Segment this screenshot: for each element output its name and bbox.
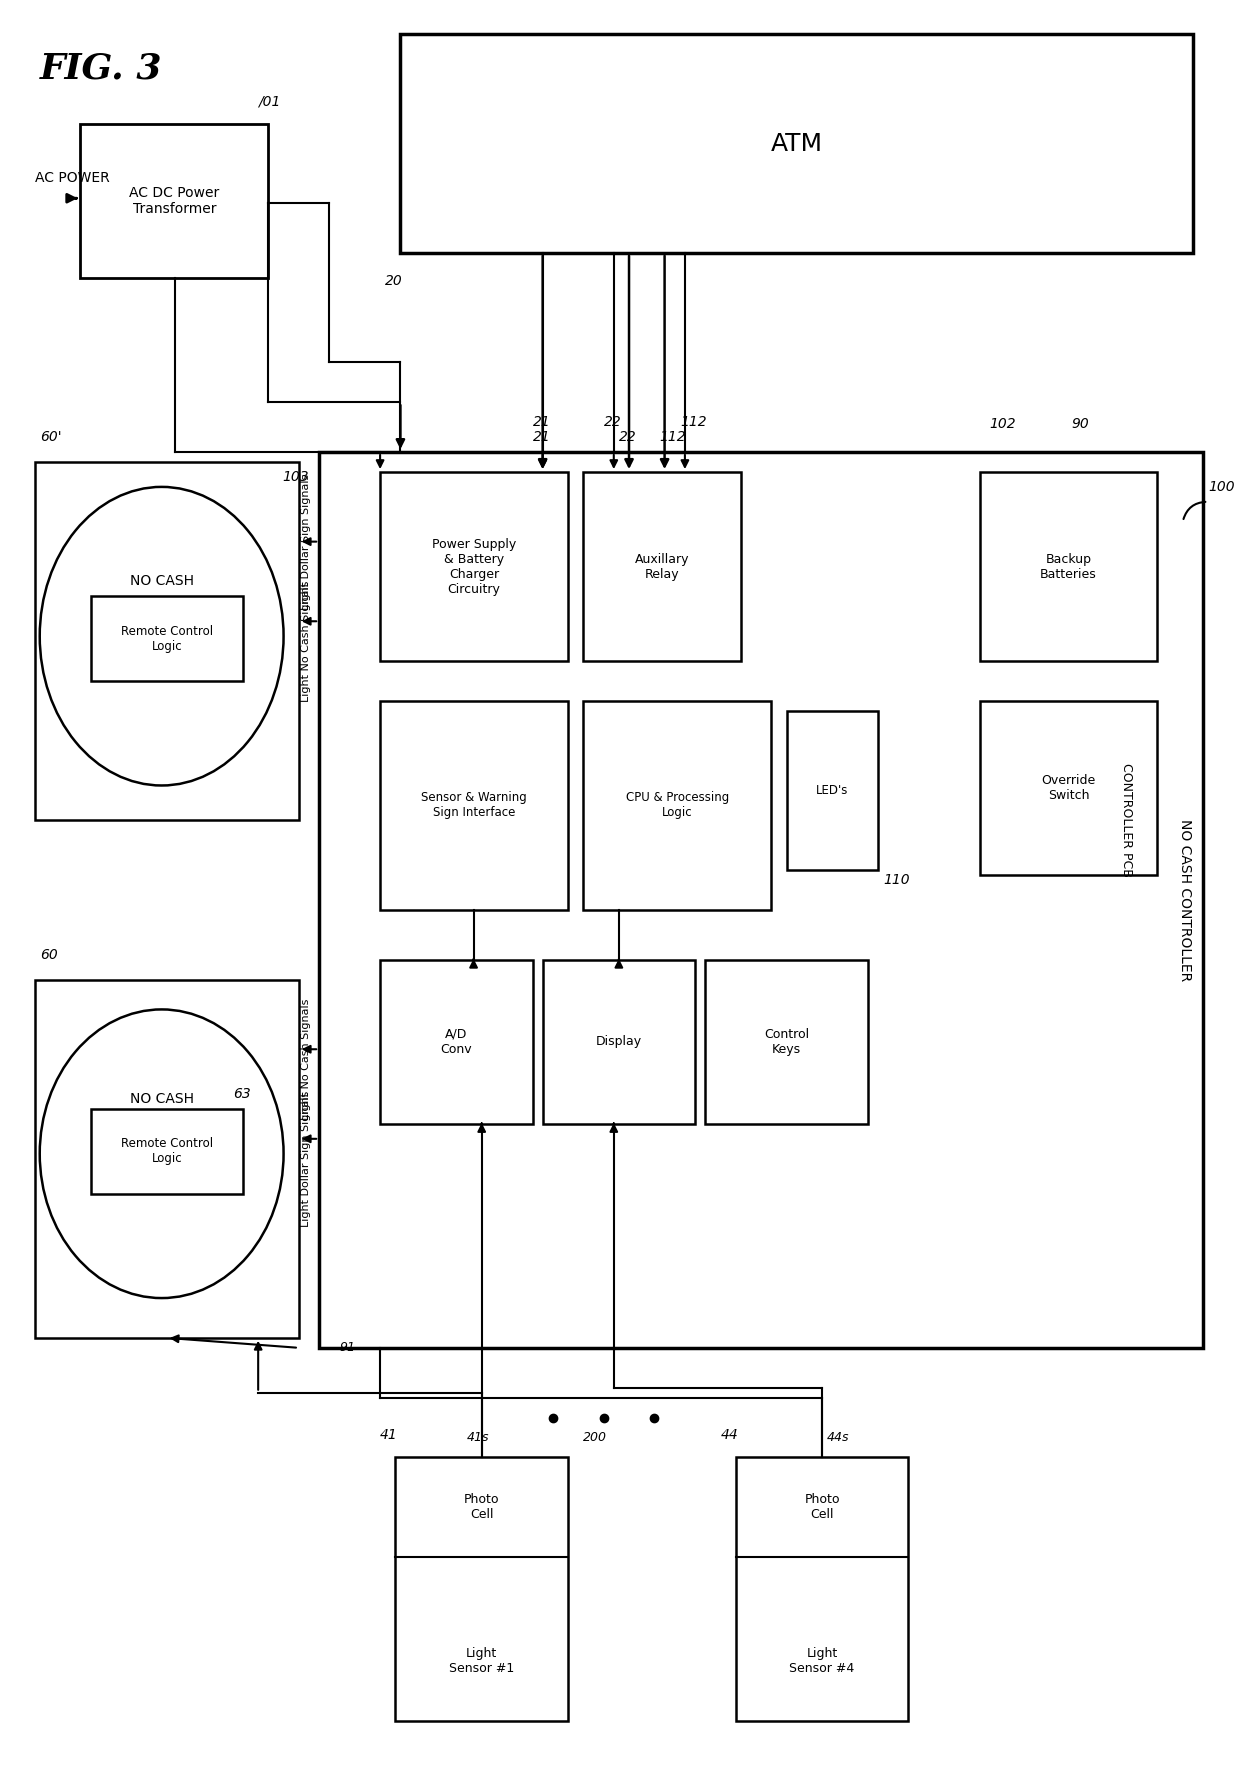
Text: 103: 103 <box>283 471 309 483</box>
Text: 44: 44 <box>720 1428 738 1442</box>
Text: Light Dollar Sign Signals: Light Dollar Sign Signals <box>301 474 311 609</box>
Text: 22: 22 <box>604 416 621 430</box>
Bar <box>91 1108 243 1193</box>
Text: 110: 110 <box>883 874 910 886</box>
Text: /01: /01 <box>258 94 280 108</box>
Text: NO CASH CONTROLLER: NO CASH CONTROLLER <box>1178 819 1192 980</box>
Text: CPU & Processing
Logic: CPU & Processing Logic <box>626 792 729 819</box>
Text: AC POWER: AC POWER <box>35 170 109 185</box>
Text: Remote Control
Logic: Remote Control Logic <box>120 625 213 652</box>
Bar <box>381 959 532 1124</box>
Bar <box>543 959 696 1124</box>
Text: Remote Control
Logic: Remote Control Logic <box>120 1137 213 1165</box>
Bar <box>401 34 1193 252</box>
Bar <box>980 472 1157 661</box>
Text: 112: 112 <box>660 430 686 444</box>
Text: Override
Switch: Override Switch <box>1042 774 1096 803</box>
Bar <box>706 959 868 1124</box>
Bar <box>35 980 299 1337</box>
Bar <box>381 702 568 909</box>
Ellipse shape <box>40 1009 284 1298</box>
Bar <box>35 462 299 821</box>
Text: Photo
Cell: Photo Cell <box>464 1494 500 1520</box>
Text: 60: 60 <box>40 948 57 961</box>
Text: Photo
Cell: Photo Cell <box>805 1494 839 1520</box>
Bar <box>786 710 878 870</box>
Bar <box>980 702 1157 876</box>
Bar <box>381 472 568 661</box>
Text: 112: 112 <box>680 416 707 430</box>
Text: 60': 60' <box>40 430 61 444</box>
Text: 63: 63 <box>233 1087 250 1101</box>
Text: NO CASH: NO CASH <box>130 574 193 588</box>
Text: 200: 200 <box>583 1431 608 1444</box>
Bar <box>396 1458 568 1721</box>
Text: Power Supply
& Battery
Charger
Circuitry: Power Supply & Battery Charger Circuitry <box>432 538 516 595</box>
Text: NO CASH: NO CASH <box>130 1092 193 1106</box>
Text: WARNING SIGN: WARNING SIGN <box>109 1117 215 1131</box>
Text: Auxillary
Relay: Auxillary Relay <box>635 552 689 581</box>
Text: 90: 90 <box>1071 417 1089 432</box>
Bar <box>91 597 243 680</box>
Text: 20: 20 <box>386 274 403 288</box>
Bar <box>81 124 268 277</box>
Text: ATM: ATM <box>770 131 822 156</box>
Text: Backup
Batteries: Backup Batteries <box>1040 552 1097 581</box>
Text: 102: 102 <box>990 417 1017 432</box>
Text: 44s: 44s <box>827 1431 849 1444</box>
Text: Light No Cash Signals: Light No Cash Signals <box>301 581 311 702</box>
Text: 91: 91 <box>340 1341 356 1355</box>
Text: A/D
Conv: A/D Conv <box>440 1028 472 1055</box>
Text: Display: Display <box>595 1035 642 1048</box>
Text: Sensor & Warning
Sign Interface: Sensor & Warning Sign Interface <box>422 792 527 819</box>
Text: 41s: 41s <box>466 1431 489 1444</box>
Text: 22: 22 <box>619 430 636 444</box>
Text: 100: 100 <box>1208 480 1235 494</box>
Bar <box>583 472 740 661</box>
Text: Light Dollar Sign Signals: Light Dollar Sign Signals <box>301 1090 311 1227</box>
Text: Light
Sensor #4: Light Sensor #4 <box>790 1648 854 1675</box>
Text: WARNING SIGN: WARNING SIGN <box>109 599 215 613</box>
Text: Light No Cash Signals: Light No Cash Signals <box>301 998 311 1121</box>
Bar <box>735 1458 909 1721</box>
Text: Control
Keys: Control Keys <box>764 1028 808 1055</box>
Text: FIG. 3: FIG. 3 <box>40 52 162 85</box>
Ellipse shape <box>40 487 284 785</box>
Text: 21: 21 <box>532 416 551 430</box>
Text: LED's: LED's <box>816 783 848 797</box>
Text: 21: 21 <box>532 430 551 444</box>
Text: Light
Sensor #1: Light Sensor #1 <box>449 1648 515 1675</box>
Bar <box>583 702 771 909</box>
Text: AC DC Power
Transformer: AC DC Power Transformer <box>129 186 219 217</box>
Bar <box>319 453 1203 1348</box>
Text: 41: 41 <box>381 1428 398 1442</box>
Text: CONTROLLER PCB: CONTROLLER PCB <box>1121 764 1133 877</box>
